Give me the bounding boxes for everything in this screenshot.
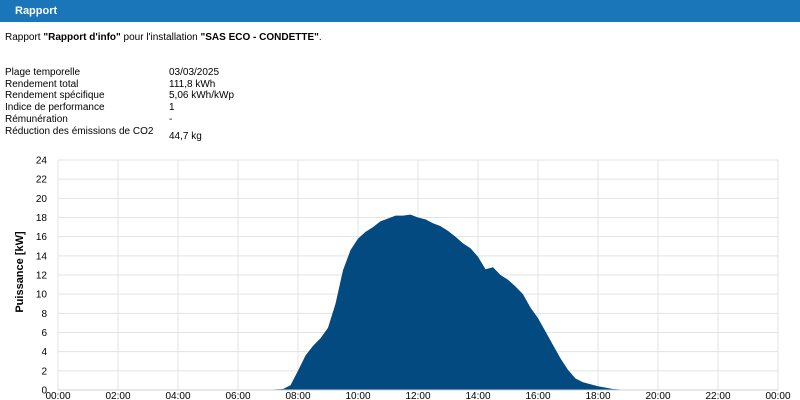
info-label: Plage temporelle — [5, 67, 81, 78]
info-label: Rémunération — [5, 113, 68, 125]
y-tick-label: 22 — [36, 175, 48, 186]
report-header: Rapport — [0, 0, 800, 22]
x-tick-label: 10:00 — [345, 391, 370, 400]
info-label: Rendement spécifique — [5, 90, 105, 102]
report-middle: pour l'installation — [120, 32, 201, 43]
y-tick-label: 6 — [41, 328, 47, 339]
x-tick-label: 22:00 — [705, 391, 730, 400]
report-suffix: . — [318, 32, 322, 43]
x-tick-label: 00:00 — [45, 391, 70, 400]
report-name: "Rapport d'info" — [43, 32, 121, 43]
info-row-co2-reduction: Réduction des émissions de CO2 44,7 kg — [5, 126, 234, 143]
x-tick-label: 16:00 — [525, 391, 550, 400]
y-tick-label: 16 — [36, 232, 48, 243]
x-tick-label: 08:00 — [285, 391, 310, 400]
x-tick-label: 20:00 — [645, 391, 670, 400]
installation-name: "SAS ECO - CONDETTE" — [200, 32, 319, 43]
x-tick-label: 12:00 — [405, 391, 430, 400]
y-tick-label: 8 — [41, 309, 47, 320]
info-value: - — [169, 113, 173, 125]
y-tick-label: 10 — [36, 290, 48, 301]
info-row-total-yield: Rendement total 111,8 kWh — [5, 79, 234, 91]
x-tick-label: 02:00 — [105, 391, 130, 400]
info-label: Réduction des émissions de CO2 — [5, 125, 154, 137]
y-tick-label: 4 — [41, 347, 47, 358]
info-label: Indice de performance — [5, 102, 105, 114]
y-tick-label: 12 — [36, 271, 48, 282]
info-value: 5,06 kWh/kWp — [169, 90, 235, 102]
y-tick-label: 24 — [36, 156, 48, 167]
x-tick-label: 04:00 — [165, 391, 190, 400]
info-value: 1 — [169, 102, 175, 114]
y-axis-label: Puissance [kW] — [14, 231, 26, 313]
report-prefix: Rapport — [5, 32, 44, 43]
info-row-time-range: Plage temporelle 03/03/2025 — [5, 67, 234, 79]
info-value: 44,7 kg — [169, 130, 202, 142]
info-row-remuneration: Rémunération - — [5, 114, 234, 126]
report-info-table: Plage temporelle 03/03/2025 Rendement to… — [5, 67, 234, 142]
y-tick-label: 2 — [41, 366, 47, 377]
report-header-title: Rapport — [15, 5, 58, 17]
info-value: 111,8 kWh — [169, 78, 216, 90]
y-tick-label: 14 — [36, 251, 48, 262]
chart-grid — [57, 159, 779, 391]
x-tick-label: 06:00 — [225, 391, 250, 400]
y-tick-label: 0 — [41, 386, 47, 397]
y-tick-label: 20 — [36, 194, 48, 205]
info-label: Rendement total — [5, 78, 79, 90]
x-tick-label: 18:00 — [585, 391, 610, 400]
info-row-performance-index: Indice de performance 1 — [5, 102, 234, 114]
x-axis: 00:00 02:00 04:00 06:00 08:00 10:00 12:00 14:00… — [45, 391, 790, 400]
info-row-specific-yield: Rendement spécifique 5,06 kWh/kWp — [5, 90, 234, 102]
report-description: Rapport "Rapport d'info" pour l'installa… — [5, 32, 322, 43]
x-tick-label: 00:00 — [765, 391, 790, 400]
x-tick-label: 14:00 — [465, 391, 490, 400]
info-value: 03/03/2025 — [169, 67, 220, 78]
power-area — [262, 214, 636, 390]
y-tick-label: 18 — [36, 213, 48, 224]
